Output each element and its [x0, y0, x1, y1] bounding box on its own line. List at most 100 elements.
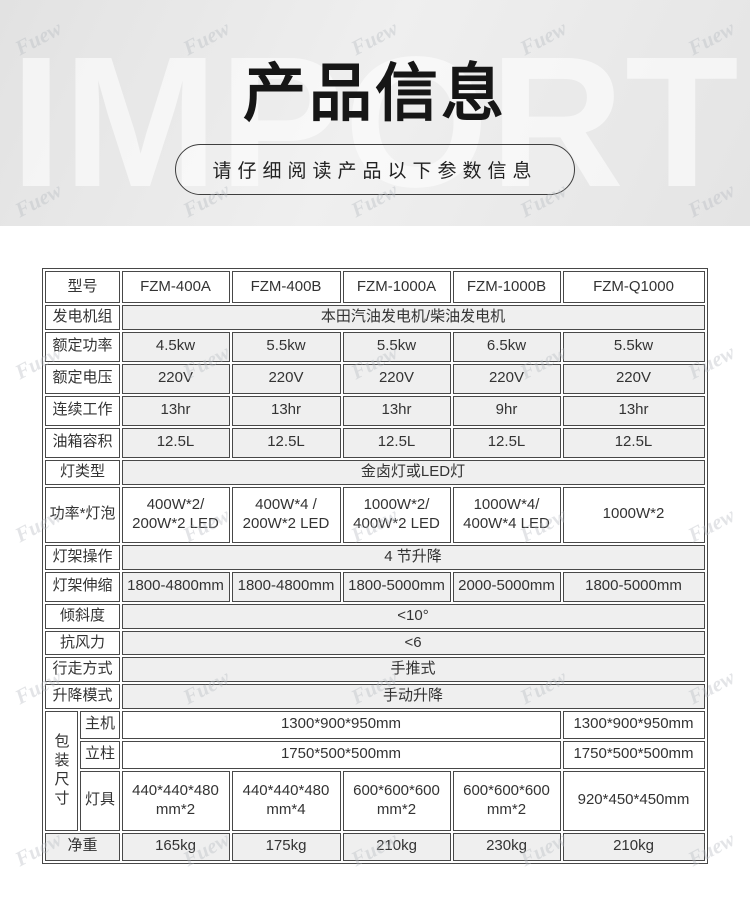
row-frame-operation: 灯架操作 4 节升降 — [45, 544, 705, 570]
row-label: 行走方式 — [45, 657, 120, 682]
spec-cell: 12.5L — [452, 427, 561, 458]
row-power-bulb: 功率*灯泡 400W*2/ 200W*2 LED 400W*4 / 200W*2… — [45, 486, 705, 543]
row-packing-lamps: 灯具 440*440*480 mm*2 440*440*480 mm*4 600… — [45, 770, 705, 831]
row-tank-capacity: 油箱容积 12.5L 12.5L 12.5L 12.5L 12.5L — [45, 427, 705, 458]
spec-cell: 210kg — [342, 832, 451, 861]
row-wind-resistance: 抗风力 <6 — [45, 630, 705, 656]
import-watermark-text: IMPORT — [10, 19, 740, 226]
row-lifting-mode: 升降模式 手动升降 — [45, 684, 705, 709]
spec-table: 型号 FZM-400A FZM-400B FZM-1000A FZM-1000B… — [42, 268, 708, 864]
row-label: 油箱容积 — [45, 427, 120, 458]
spec-cell: 400W*2/ 200W*2 LED — [121, 486, 230, 543]
row-continuous-work: 连续工作 13hr 13hr 13hr 9hr 13hr — [45, 395, 705, 426]
spec-cell: 5.5kw — [231, 331, 341, 362]
spec-cell: 920*450*450mm — [562, 770, 705, 831]
spec-cell: 手推式 — [121, 657, 705, 682]
row-label: 功率*灯泡 — [45, 486, 120, 543]
row-net-weight: 净重 165kg 175kg 210kg 230kg 210kg — [45, 832, 705, 861]
spec-cell: 440*440*480 mm*4 — [231, 770, 341, 831]
spec-cell: 220V — [121, 363, 230, 394]
row-label: 净重 — [45, 832, 120, 861]
row-label: 灯类型 — [45, 459, 120, 485]
spec-cell: 6.5kw — [452, 331, 561, 362]
spec-cell: 金卤灯或LED灯 — [121, 459, 705, 485]
spec-cell: 9hr — [452, 395, 561, 426]
row-rated-power: 额定功率 4.5kw 5.5kw 5.5kw 6.5kw 5.5kw — [45, 331, 705, 362]
spec-cell: 2000-5000mm — [452, 571, 561, 602]
row-walking-mode: 行走方式 手推式 — [45, 657, 705, 682]
spec-cell: <6 — [121, 630, 705, 656]
spec-cell: 440*440*480 mm*2 — [121, 770, 230, 831]
row-label: 倾斜度 — [45, 603, 120, 629]
spec-cell: 本田汽油发电机/柴油发电机 — [121, 305, 705, 330]
spec-cell: 12.5L — [562, 427, 705, 458]
spec-cell: 1750*500*500mm — [562, 740, 705, 769]
spec-cell: 600*600*600 mm*2 — [452, 770, 561, 831]
row-lamp-type: 灯类型 金卤灯或LED灯 — [45, 459, 705, 485]
spec-cell: 1300*900*950mm — [121, 710, 561, 739]
row-label: 额定电压 — [45, 363, 120, 394]
spec-cell: FZM-400B — [231, 271, 341, 303]
row-tilt: 倾斜度 <10° — [45, 603, 705, 629]
spec-cell: 220V — [562, 363, 705, 394]
spec-cell: 1000W*2/ 400W*2 LED — [342, 486, 451, 543]
spec-cell: 165kg — [121, 832, 230, 861]
spec-cell: 12.5L — [231, 427, 341, 458]
spec-cell: FZM-Q1000 — [562, 271, 705, 303]
spec-cell: 1750*500*500mm — [121, 740, 561, 769]
row-label: 灯具 — [80, 770, 120, 831]
spec-cell: 1800-5000mm — [562, 571, 705, 602]
spec-cell: 4.5kw — [121, 331, 230, 362]
spec-cell: 1800-4800mm — [231, 571, 341, 602]
row-frame-extension: 灯架伸缩 1800-4800mm 1800-4800mm 1800-5000mm… — [45, 571, 705, 602]
row-label: 型号 — [45, 271, 120, 303]
spec-cell: 13hr — [562, 395, 705, 426]
banner: IMPORT 产品信息 请仔细阅读产品以下参数信息 — [0, 0, 750, 226]
spec-cell: 12.5L — [121, 427, 230, 458]
row-label: 灯架操作 — [45, 544, 120, 570]
spec-cell: FZM-1000A — [342, 271, 451, 303]
spec-cell: 手动升降 — [121, 684, 705, 709]
row-rated-voltage: 额定电压 220V 220V 220V 220V 220V — [45, 363, 705, 394]
spec-section: 型号 FZM-400A FZM-400B FZM-1000A FZM-1000B… — [0, 268, 750, 864]
spec-cell: 5.5kw — [562, 331, 705, 362]
row-label: 抗风力 — [45, 630, 120, 656]
spec-cell: 4 节升降 — [121, 544, 705, 570]
row-label: 额定功率 — [45, 331, 120, 362]
row-label: 连续工作 — [45, 395, 120, 426]
packing-group-label: 包装 尺寸 — [45, 710, 79, 831]
spec-cell: 175kg — [231, 832, 341, 861]
spec-cell: 1800-5000mm — [342, 571, 451, 602]
row-packing-column: 立柱 1750*500*500mm 1750*500*500mm — [45, 740, 705, 769]
row-label: 发电机组 — [45, 305, 120, 330]
spec-cell: 220V — [342, 363, 451, 394]
spec-cell: FZM-1000B — [452, 271, 561, 303]
row-label: 立柱 — [80, 740, 120, 769]
spec-cell: 5.5kw — [342, 331, 451, 362]
spec-cell: 400W*4 / 200W*2 LED — [231, 486, 341, 543]
spec-cell: 230kg — [452, 832, 561, 861]
row-packing-host: 包装 尺寸 主机 1300*900*950mm 1300*900*950mm — [45, 710, 705, 831]
row-label: 主机 — [80, 710, 120, 739]
spec-cell: 1000W*4/ 400W*4 LED — [452, 486, 561, 543]
spec-cell: 13hr — [342, 395, 451, 426]
row-model: 型号 FZM-400A FZM-400B FZM-1000A FZM-1000B… — [45, 271, 705, 303]
spec-cell: 1300*900*950mm — [562, 710, 705, 739]
subtitle-text: 请仔细阅读产品以下参数信息 — [212, 161, 538, 183]
spec-cell: 600*600*600 mm*2 — [342, 770, 451, 831]
spec-cell: <10° — [121, 603, 705, 629]
spec-cell: 13hr — [121, 395, 230, 426]
spec-cell: 220V — [452, 363, 561, 394]
spec-cell: 1800-4800mm — [121, 571, 230, 602]
row-label: 升降模式 — [45, 684, 120, 709]
row-label: 灯架伸缩 — [45, 571, 120, 602]
spec-cell: 220V — [231, 363, 341, 394]
spec-cell: 13hr — [231, 395, 341, 426]
row-generator: 发电机组 本田汽油发电机/柴油发电机 — [45, 305, 705, 330]
spec-cell: 210kg — [562, 832, 705, 861]
spec-cell: 1000W*2 — [562, 486, 705, 543]
spec-cell: FZM-400A — [121, 271, 230, 303]
spec-cell: 12.5L — [342, 427, 451, 458]
page-title: 产品信息 — [243, 59, 507, 129]
